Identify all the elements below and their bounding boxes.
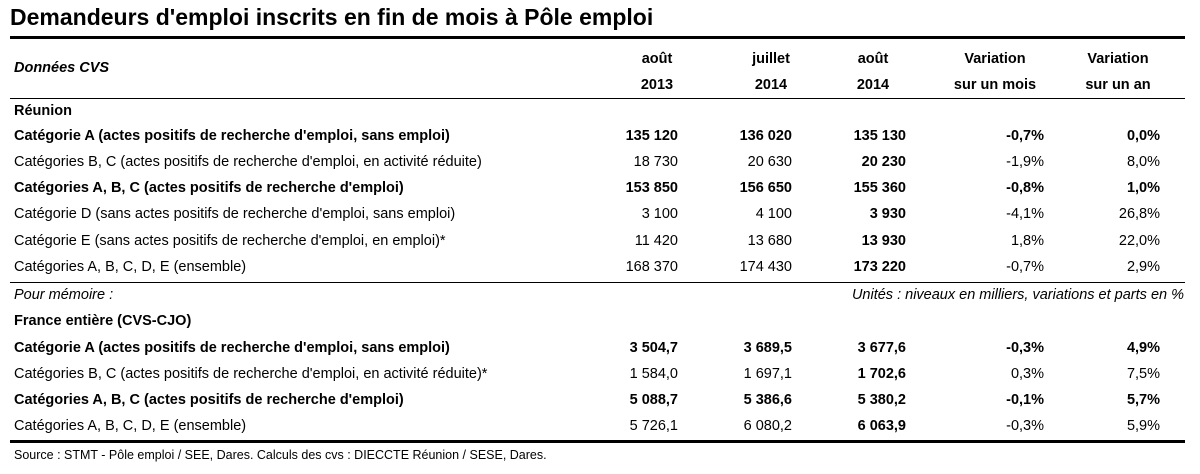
pour-memoire-label: Pour mémoire : [14,287,114,303]
units-note: Unités : niveaux en milliers, variations… [851,287,1184,303]
section-rule [10,282,1185,283]
header-col-aout-2014: août 2014 [856,51,890,93]
table-row: Catégories B, C (actes positifs de reche… [14,366,1160,382]
table-row: Catégories A, B, C (actes positifs de re… [14,392,1160,408]
table-row: Catégories A, B, C, D, E (ensemble) 168 … [14,259,1160,275]
notes-row: Pour mémoire : Unités : niveaux en milli… [0,282,1200,308]
table-row: Catégorie E (sans actes positifs de rech… [14,233,1160,249]
source-note: Source : STMT - Pôle emploi / SEE, Dares… [14,448,547,462]
header-col-juillet-2014: juillet 2014 [752,51,790,93]
header-col-variation-mois: Variation sur un mois [953,51,1037,93]
table-row: Catégories A, B, C, D, E (ensemble) 5 72… [14,418,1160,434]
table-row: Catégorie D (sans actes positifs de rech… [14,206,1160,222]
header-col-aout-2013: août 2013 [640,51,674,93]
page-title: Demandeurs d'emploi inscrits en fin de m… [10,4,654,30]
table-row: Catégories B, C (actes positifs de reche… [14,154,1160,170]
table-row: Catégories A, B, C (actes positifs de re… [14,180,1160,196]
header-rule [10,98,1185,99]
section-reunion: Réunion [14,103,72,119]
table-row: Catégorie A (actes positifs de recherche… [14,340,1160,356]
table-row: Catégorie A (actes positifs de recherche… [14,128,1160,144]
section-france: France entière (CVS-CJO) [14,313,192,329]
title-rule [10,36,1185,39]
header-col-variation-an: Variation sur un an [1085,51,1151,93]
header-donnees-cvs: Données CVS [14,60,110,76]
bottom-rule [10,440,1185,443]
